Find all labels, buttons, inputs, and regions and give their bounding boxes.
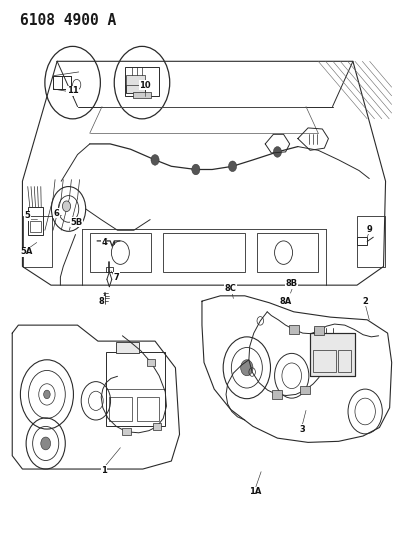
Bar <box>30 221 41 232</box>
Text: 5: 5 <box>25 212 31 220</box>
Bar <box>257 233 318 272</box>
Bar <box>90 233 151 272</box>
Bar <box>23 216 52 266</box>
Text: 3: 3 <box>299 425 305 433</box>
Bar <box>357 216 385 266</box>
Circle shape <box>228 161 237 172</box>
Bar <box>122 428 131 435</box>
Text: 8C: 8C <box>224 285 237 293</box>
Text: 9: 9 <box>366 225 372 233</box>
Bar <box>109 397 132 421</box>
Bar <box>310 333 355 376</box>
Bar <box>126 85 145 93</box>
Text: 7: 7 <box>113 273 119 281</box>
Bar <box>314 326 324 335</box>
Circle shape <box>273 147 282 157</box>
Circle shape <box>41 437 51 450</box>
Text: 5B: 5B <box>71 218 83 227</box>
Text: 11: 11 <box>67 86 78 95</box>
Circle shape <box>44 390 50 399</box>
Bar <box>338 350 351 372</box>
Text: 1: 1 <box>101 466 107 474</box>
Bar <box>116 342 139 353</box>
Bar <box>62 76 71 89</box>
Text: 4: 4 <box>101 238 107 247</box>
Bar <box>272 390 282 399</box>
Bar <box>106 352 165 426</box>
Circle shape <box>192 164 200 175</box>
Bar <box>163 233 245 272</box>
Text: 10: 10 <box>139 81 151 90</box>
Text: 1A: 1A <box>249 488 261 496</box>
Bar <box>153 423 161 430</box>
Circle shape <box>241 360 253 376</box>
Bar <box>300 386 310 394</box>
Text: 8A: 8A <box>279 297 292 305</box>
Bar <box>133 92 151 98</box>
Bar <box>53 76 62 89</box>
Text: 6: 6 <box>53 209 59 217</box>
Bar <box>125 67 159 96</box>
Bar <box>310 333 355 376</box>
Text: 8: 8 <box>98 297 104 305</box>
Bar <box>313 350 336 372</box>
Bar <box>126 75 145 93</box>
Circle shape <box>62 201 71 212</box>
Bar <box>147 359 155 366</box>
Bar <box>137 397 159 421</box>
Circle shape <box>151 155 159 165</box>
Text: 5A: 5A <box>20 247 33 256</box>
Text: 8B: 8B <box>286 279 298 288</box>
Bar <box>106 266 113 272</box>
Bar <box>28 207 43 235</box>
Bar <box>289 325 299 334</box>
Text: 2: 2 <box>362 297 368 305</box>
Bar <box>53 76 71 89</box>
Text: 6108 4900 A: 6108 4900 A <box>20 13 117 28</box>
Bar <box>357 237 367 245</box>
